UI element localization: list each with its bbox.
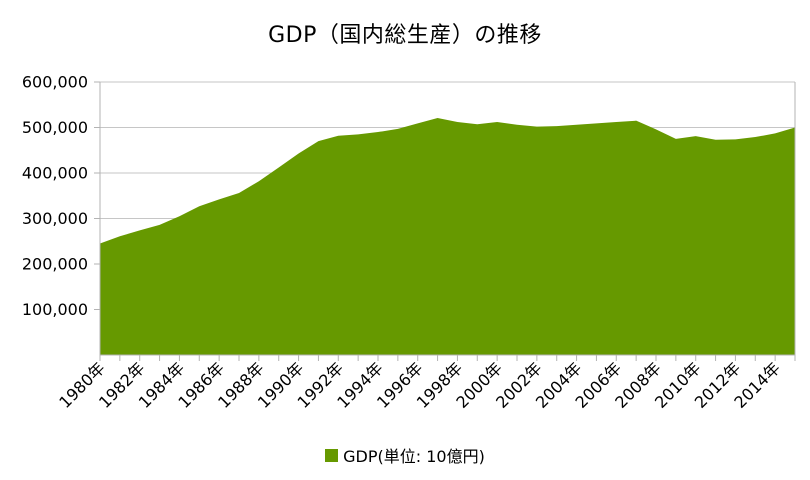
y-axis-label: 600,000 (22, 73, 88, 92)
gdp-area-series (100, 117, 795, 355)
legend-swatch-icon (325, 448, 339, 462)
y-axis-label: 500,000 (22, 118, 88, 137)
y-axis-label: 100,000 (22, 300, 88, 319)
legend-label: GDP(単位: 10億円) (343, 447, 485, 466)
y-axis-label: 200,000 (22, 255, 88, 274)
legend: GDP(単位: 10億円) (0, 443, 810, 467)
chart-title: GDP（国内総生産）の推移 (268, 23, 542, 48)
y-axis-label: 300,000 (22, 209, 88, 228)
y-axis-label: 400,000 (22, 164, 88, 183)
